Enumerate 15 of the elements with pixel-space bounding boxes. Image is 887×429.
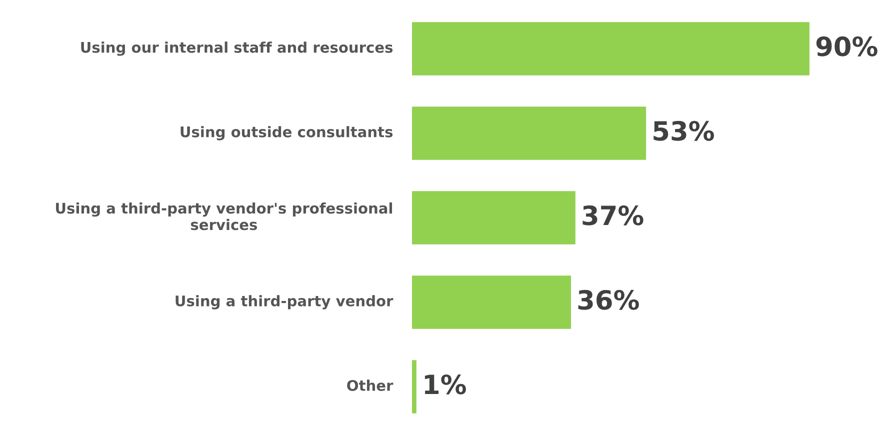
bar [412,360,416,414]
bar [412,22,810,76]
y-tick-label: Other [347,380,394,391]
data-label: 53% [654,120,714,141]
bar [412,276,571,329]
y-tick-label: Using a third-party vendor [176,295,394,310]
data-label: 36% [578,290,639,310]
bar [412,191,576,244]
data-label: 37% [582,205,644,226]
data-label: 1% [424,374,466,394]
bar [412,106,646,160]
y-tick-label: Using a third-party vendor's professional services [56,202,392,230]
y-tick-label: Using our internal staff and resources [81,42,393,56]
data-label: 90% [816,36,878,56]
y-tick-label: Using outside consultants [180,126,393,140]
